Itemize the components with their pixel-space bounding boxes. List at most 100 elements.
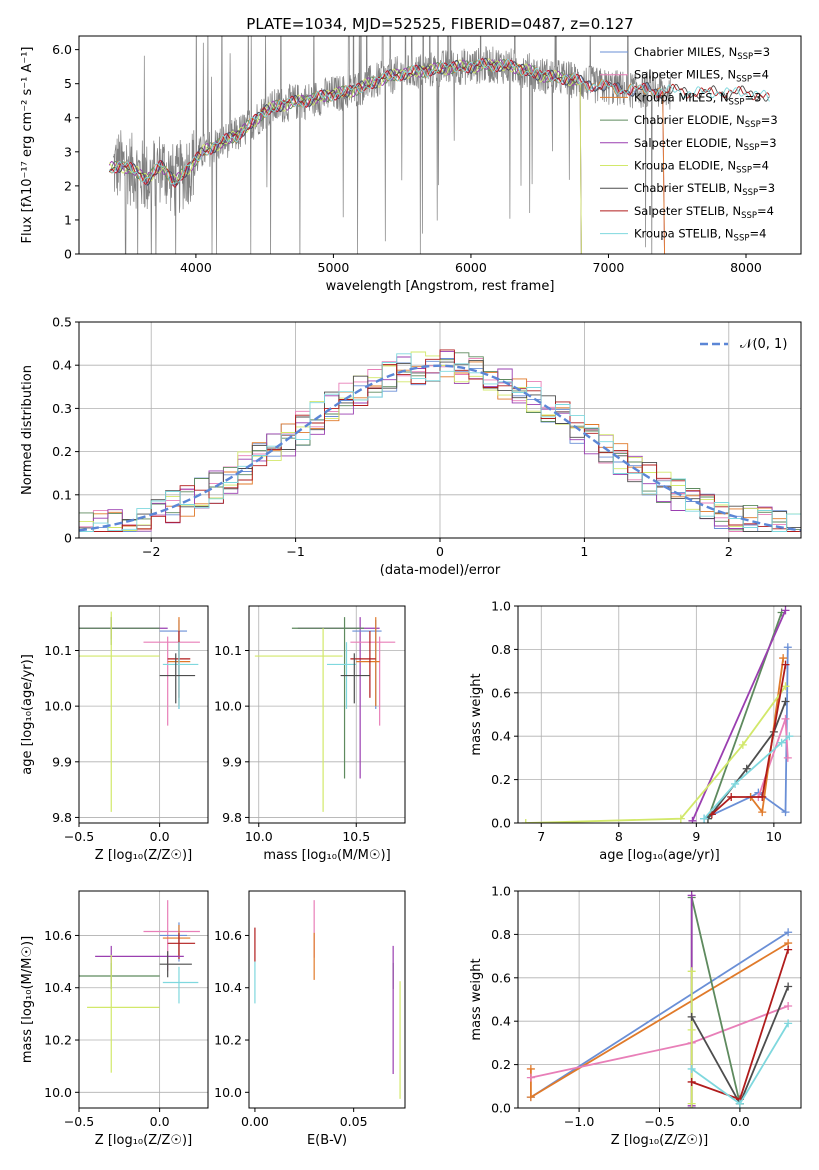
age-vs-Z-border <box>78 605 209 824</box>
y-tick-label: 0.6 <box>491 685 511 700</box>
data-point-marker <box>758 808 767 817</box>
data-point-marker <box>687 1064 696 1073</box>
data-point-marker <box>784 982 793 991</box>
model-kroupa-elodie-line <box>108 58 582 254</box>
x-tick-label: 4000 <box>180 260 212 275</box>
legend-subscript: SSP <box>744 143 760 153</box>
data-point-marker <box>735 1099 744 1108</box>
x-axis-label: (data-model)/error <box>380 563 501 578</box>
legend-suffix: =4 <box>749 227 766 241</box>
y-tick-label: 0.1 <box>52 487 72 502</box>
y-tick-label: 9.9 <box>222 754 242 769</box>
x-tick-label: 0.0 <box>150 1114 170 1129</box>
y-tick-label: 10.6 <box>214 928 242 943</box>
x-tick-label: 8000 <box>730 260 762 275</box>
y-tick-label: 9.9 <box>52 754 72 769</box>
spectrum-border <box>78 35 802 255</box>
spectrum-frame: 4000 5000 6000 7000 8000 0 1 2 3 4 5 6.0 wavelength … <box>20 35 802 294</box>
mass-vs-ebv-plot-area <box>254 900 401 1099</box>
mass-weight-vs-age-border <box>517 605 802 824</box>
y-tick-label: 6.0 <box>52 42 72 57</box>
age-vs-Z-axes <box>78 606 208 823</box>
x-tick-label: −2 <box>142 544 160 559</box>
data-point-marker <box>687 891 696 900</box>
y-tick-label: 0.4 <box>491 729 511 744</box>
y-tick-label: 3 <box>64 144 72 159</box>
legend-suffix: =4 <box>752 68 769 82</box>
series-chabrier-miles-line <box>530 931 789 1098</box>
legend-suffix: =4 <box>752 159 769 173</box>
data-point-marker <box>521 819 530 823</box>
figure-title: PLATE=1034, MJD=52525, FIBERID=0487, z=0… <box>246 15 633 33</box>
residuals-frame: −2 −1 0 1 2 0 0.1 0.2 0.3 0.4 0.5 (data-model)/erro… <box>20 315 802 578</box>
model-kroupa-stelib-line <box>109 58 770 185</box>
x-tick-label: −0.5 <box>64 1114 94 1129</box>
legend-subscript: SSP <box>737 52 753 62</box>
x-tick-label: 0.05 <box>340 1114 368 1129</box>
age-vs-mass-axes <box>249 606 405 823</box>
y-axis-label: Normed distribution <box>20 365 35 495</box>
model-salpeter-stelib-line <box>108 57 770 188</box>
legend-subscript: SSP <box>729 97 745 107</box>
legend-suffix: =3 <box>744 90 761 104</box>
legend-entry-label: Chabrier ELODIE, NSSP=3 <box>634 113 778 130</box>
data-point-marker <box>700 814 709 823</box>
y-axis-label: Flux [fλ10⁻¹⁷ erg cm⁻² s⁻¹ A⁻¹] <box>20 47 35 244</box>
legend-entry-label: Chabrier STELIB, NSSP=3 <box>634 181 775 198</box>
data-point-marker <box>784 945 793 954</box>
x-tick-label: 10 <box>766 829 782 844</box>
x-tick-label: −1.0 <box>564 1114 594 1129</box>
series-kroupa-miles-line <box>749 657 785 815</box>
y-tick-label: 1 <box>64 212 72 227</box>
y-tick-label: 0.5 <box>52 315 72 330</box>
series-kroupa-stelib-line <box>703 735 790 820</box>
legend-entry-label: Kroupa ELODIE, NSSP=4 <box>634 159 769 176</box>
y-tick-label: 0 <box>64 247 72 262</box>
legend-subscript: SSP <box>734 234 750 244</box>
y-tick-label: 10.6 <box>44 928 72 943</box>
age-vs-Z-plot-area <box>79 611 200 812</box>
data-point-marker <box>676 814 685 823</box>
x-axis-label: age [log₁₀(age/yr)] <box>599 848 720 863</box>
y-tick-label: 10.2 <box>214 1033 242 1048</box>
y-tick-label: 10.4 <box>44 980 72 995</box>
age-vs-Z-frame: −0.5 0.0 9.8 9.9 10.0 10.1 Z [log₁₀(Z/Z☉)] age … <box>20 605 209 863</box>
hist-kroupa-stelib <box>79 353 801 532</box>
data-point-marker <box>784 928 793 937</box>
x-tick-label: 0 <box>436 544 444 559</box>
legend-subscript: SSP <box>745 120 761 130</box>
series-kroupa-elodie-line <box>525 685 787 823</box>
x-axis-label: wavelength [Angstrom, rest frame] <box>326 279 555 294</box>
y-tick-label: 0.6 <box>491 970 511 985</box>
age-vs-Z-grid <box>78 606 208 823</box>
data-point-marker <box>781 808 790 817</box>
y-tick-label: 4 <box>64 110 72 125</box>
mass-vs-Z-axes <box>78 891 208 1108</box>
series-salpeter-stelib-line <box>711 664 787 815</box>
data-point-marker <box>779 654 788 663</box>
mass-vs-Z-frame: −0.5 0.0 10.0 10.2 10.4 10.6 Z [log₁₀(Z/Z☉)] ma… <box>20 890 209 1148</box>
y-tick-label: 0.0 <box>491 1101 511 1116</box>
data-point-marker <box>742 764 751 773</box>
mass-weight-vs-age-plot-area <box>521 606 794 823</box>
age-vs-mass-plot-area <box>254 617 396 812</box>
x-axis-label: Z [log₁₀(Z/Z☉)] <box>611 1133 708 1148</box>
y-tick-label: 0.4 <box>52 358 72 373</box>
data-point-marker <box>727 792 736 801</box>
x-axis-label: mass [log₁₀(M/M☉)] <box>263 848 390 863</box>
data-point-marker <box>526 1093 535 1102</box>
legend-suffix: =3 <box>761 113 778 127</box>
y-tick-label: 9.8 <box>52 810 72 825</box>
data-point-marker <box>688 816 697 823</box>
mass-weight-vs-Z-plot-area <box>526 891 793 1108</box>
y-tick-label: 0.2 <box>491 1057 511 1072</box>
x-tick-label: 0.00 <box>241 1114 269 1129</box>
legend-entry-label: Kroupa MILES, NSSP=3 <box>634 90 761 107</box>
legend-entry-label: Salpeter ELODIE, NSSP=3 <box>634 136 777 153</box>
y-tick-label: 0.2 <box>491 772 511 787</box>
data-point-marker <box>781 606 790 615</box>
data-point-marker <box>526 1073 535 1082</box>
x-tick-label: −0.5 <box>64 829 94 844</box>
data-point-marker <box>781 697 790 706</box>
data-point-marker <box>781 714 790 723</box>
